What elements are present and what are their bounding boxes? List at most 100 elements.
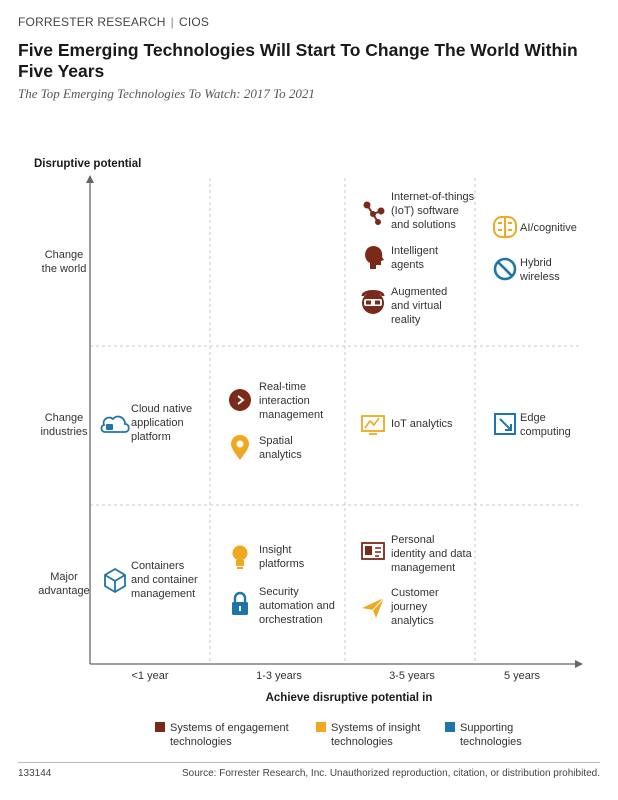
tech-label-real-time-interaction: Real-time interaction management [259,381,323,421]
plane-shape [362,598,384,618]
bulb-base [237,567,243,569]
cube-edges [104,574,126,592]
tech-label-edge-computing-line: computing [520,426,571,438]
tech-label-intelligent-agents-line: Intelligent [391,245,438,257]
tech-label-hybrid-wireless-line: wireless [519,271,560,283]
tech-label-spatial-analytics: Spatial analytics [259,435,302,461]
bulb-neck [236,560,244,566]
tech-label-iot-software-line: Internet-of-things [391,191,475,203]
page-title: Five Emerging Technologies Will Start To… [18,40,578,81]
tech-label-ar-vr: Augmented and virtual reality [391,286,447,326]
tech-label-security-automation-line: automation and [259,600,335,612]
tech-label-iot-software-line: and solutions [391,219,456,231]
pin-hole [236,440,244,448]
tech-label-containers-line: and container [131,574,198,586]
brand-separator: | [170,15,174,29]
legend-label-supporting-line: Supporting [460,722,513,734]
tech-label-ar-vr-line: Augmented [391,286,447,298]
brand-section: CIOS [178,15,210,29]
wireless-slash [497,261,513,277]
tech-label-iot-analytics: IoT analytics [391,418,453,430]
wireless-icon [493,257,517,281]
tech-label-hybrid-wireless-line: Hybrid [520,257,552,269]
y-tick-label-line: industries [40,426,88,438]
tech-label-insight-platforms-line: Insight [259,544,291,556]
tech-label-intelligent-agents: Intelligent agents [391,245,438,271]
legend-label-supporting: Supporting technologies [460,722,522,748]
footer-divider [18,762,600,763]
tech-label-insight-platforms-line: platforms [259,558,305,570]
tech-label-iot-software: Internet-of-things (IoT) software and solu… [391,191,475,231]
network-node [377,207,385,215]
monitor-chart-line [364,417,380,429]
x-tick-label: 3-5 years [389,670,435,682]
legend-swatch-engagement [155,722,165,732]
tech-label-security-automation-line: orchestration [259,614,323,626]
y-tick-label-line: Change [45,249,84,261]
tech-label-hybrid-wireless: Hybrid wireless [519,257,560,283]
card-photo [365,546,372,555]
tech-label-spatial-analytics-line: Spatial [259,435,293,447]
x-tick-label: <1 year [132,670,169,682]
plane-fold [372,597,385,611]
head-shape [365,246,384,269]
tech-label-customer-journey-line: analytics [391,615,434,627]
headset-band [361,290,385,297]
tech-label-edge-computing: Edge computing [520,412,571,438]
paper-plane-icon [362,597,385,618]
id-card-icon [361,542,385,560]
tech-label-containers: Containers and container management [131,560,198,600]
lock-keyhole [239,606,241,611]
tech-label-customer-journey-line: journey [390,601,428,613]
network-icon [363,201,385,225]
brain-folds [498,222,512,231]
tech-label-customer-journey: Customer journey analytics [390,587,439,627]
network-node [370,211,376,217]
legend-label-insight: Systems of insight technologies [331,722,420,748]
brand-line: FORRESTER RESEARCH | CIOS [18,15,209,29]
y-tick-label: Major advantage [38,571,89,597]
card-frame [361,542,385,560]
chart-monitor-icon [361,415,385,435]
brain-icon [493,216,517,238]
tech-label-ai-cognitive: AI/cognitive [520,222,577,234]
y-tick-label: Change industries [40,412,88,438]
tech-label-iot-software-line: (IoT) software [391,205,459,217]
legend-label-engagement: Systems of engagement technologies [170,722,289,748]
y-tick-label-line: Change [45,412,84,424]
tech-label-personal-identity-line: identity and data [391,548,473,560]
map-pin-icon [231,435,249,460]
chevron-circle-icon [229,389,251,411]
y-tick-label: Change the world [42,249,87,275]
tech-label-iot-analytics-line: IoT analytics [391,418,453,430]
tech-label-personal-identity-line: management [391,562,455,574]
legend-label-engagement-line: technologies [170,736,232,748]
head-icon [365,246,384,269]
tech-label-real-time-interaction-line: interaction [259,395,310,407]
network-node [363,201,371,209]
edge-box-frame [494,413,516,435]
card-lines [375,547,381,557]
y-axis-label: Disruptive potential [34,158,141,170]
tech-label-ar-vr-line: reality [391,314,421,326]
tech-label-edge-computing-line: Edge [520,412,546,424]
tech-label-real-time-interaction-line: Real-time [259,381,306,393]
y-tick-label-line: advantage [38,585,89,597]
cloud-app-tile [106,424,113,430]
chevron-bg [229,389,251,411]
x-tick-label: 1-3 years [256,670,302,682]
cube-icon [104,567,126,594]
edge-arrow [499,418,512,431]
legend-label-engagement-line: Systems of engagement [170,722,289,734]
tech-label-cloud-native: Cloud native application platform [131,403,192,443]
tech-label-intelligent-agents-line: agents [391,259,425,271]
tech-label-containers-line: management [131,588,195,600]
monitor-frame [361,415,385,432]
tech-label-cloud-native-line: application [131,417,184,429]
legend-label-supporting-line: technologies [460,736,522,748]
cloud-outline [100,415,130,433]
chevron-mark [237,395,245,405]
tech-label-cloud-native-line: platform [131,431,171,443]
tech-label-security-automation: Security automation and orchestration [259,586,335,626]
